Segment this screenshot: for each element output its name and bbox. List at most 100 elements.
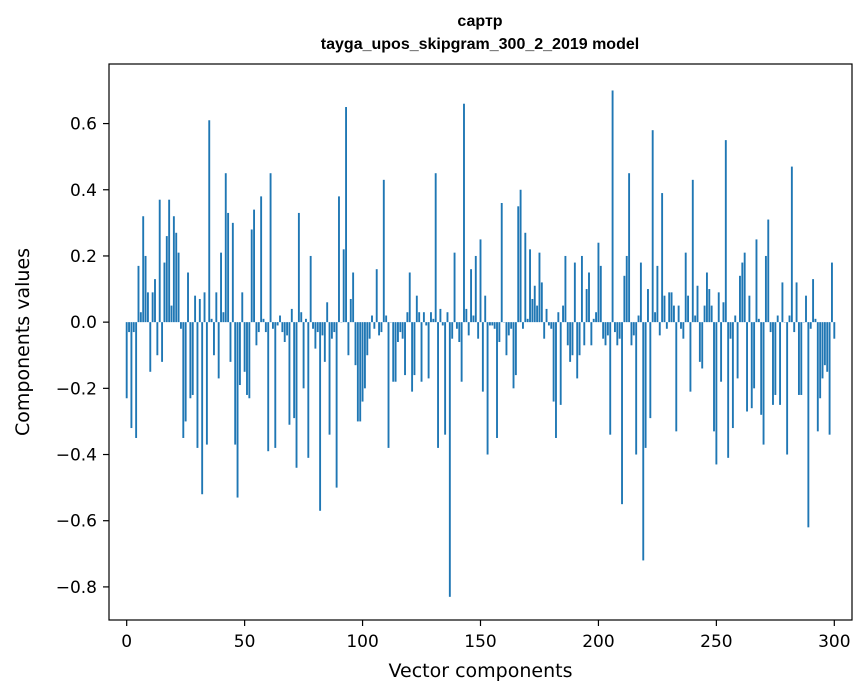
bar — [762, 322, 765, 445]
bar — [146, 292, 149, 323]
bar — [720, 322, 723, 382]
bar — [769, 322, 772, 333]
bar — [319, 322, 322, 511]
bar — [375, 269, 378, 323]
bar — [286, 322, 289, 336]
bar — [177, 252, 180, 323]
bar — [182, 322, 185, 438]
bar — [672, 305, 675, 323]
bar — [616, 322, 619, 346]
y-tick-label: 0.0 — [70, 313, 97, 333]
bar — [644, 322, 647, 448]
bar — [597, 242, 600, 323]
bar — [446, 312, 449, 323]
bar — [203, 292, 206, 323]
bar — [805, 295, 807, 323]
bar — [238, 322, 241, 386]
x-tick-label: 150 — [464, 632, 496, 652]
bar — [455, 322, 458, 329]
bar — [807, 322, 810, 528]
bar — [580, 255, 583, 323]
bar — [630, 322, 633, 346]
bar — [757, 318, 760, 323]
bar — [809, 322, 812, 329]
y-tick-label: 0.6 — [70, 115, 97, 135]
bar — [675, 322, 678, 432]
bar — [463, 103, 465, 323]
bar — [571, 322, 574, 356]
bar — [387, 322, 390, 448]
bar — [531, 298, 534, 323]
bar — [297, 212, 300, 323]
bar — [425, 322, 428, 326]
bar — [342, 249, 345, 323]
bar — [302, 322, 305, 389]
bar — [215, 292, 218, 323]
bar — [217, 322, 220, 379]
bar — [345, 107, 347, 323]
bar — [130, 322, 133, 429]
bar — [701, 322, 704, 369]
bar — [354, 322, 357, 366]
bar — [734, 315, 737, 323]
bar — [599, 265, 602, 323]
bar — [510, 322, 513, 329]
bar — [767, 219, 770, 323]
bar — [335, 322, 338, 488]
bar — [543, 322, 546, 339]
bar — [819, 322, 822, 399]
chart-title-line-1: сартр — [457, 13, 503, 30]
bar — [590, 322, 593, 346]
bar — [550, 322, 553, 329]
bar — [764, 255, 767, 323]
bar — [144, 255, 147, 323]
bar — [359, 322, 362, 422]
bar — [408, 272, 411, 323]
bar — [394, 322, 397, 382]
bar — [677, 305, 680, 323]
x-tick-label: 100 — [346, 632, 378, 652]
bar — [187, 272, 189, 323]
bar — [722, 302, 725, 323]
bar — [708, 289, 711, 323]
bar — [420, 322, 423, 382]
bar — [746, 322, 748, 412]
bar — [649, 322, 652, 419]
bar — [309, 255, 312, 323]
bar — [427, 322, 430, 379]
bar — [328, 322, 331, 435]
bar — [385, 315, 388, 323]
bar — [781, 282, 784, 323]
bar — [658, 322, 661, 336]
bar — [227, 212, 230, 323]
bar — [163, 262, 166, 323]
bar — [432, 318, 435, 323]
bar — [368, 322, 371, 339]
bar — [135, 322, 138, 438]
bar — [559, 322, 562, 405]
bar — [656, 265, 659, 323]
bar — [573, 262, 576, 323]
bar — [156, 322, 159, 356]
bar — [229, 322, 232, 362]
bar — [694, 315, 697, 323]
bar — [474, 255, 477, 323]
bar — [165, 236, 168, 323]
bar — [453, 252, 456, 323]
bar — [604, 322, 607, 346]
bar — [406, 312, 409, 323]
bar — [137, 265, 140, 323]
bar — [555, 322, 557, 438]
bar — [689, 322, 692, 392]
bar — [349, 298, 352, 323]
bar — [382, 179, 385, 323]
bar — [158, 199, 161, 323]
bar — [743, 252, 746, 323]
bar — [397, 322, 399, 342]
bar — [371, 315, 373, 323]
bar — [774, 322, 777, 395]
bar — [654, 312, 656, 323]
bar — [231, 222, 234, 323]
bar — [451, 322, 454, 339]
chart-title-line-2: tayga_upos_skipgram_300_2_2019 model — [320, 36, 640, 53]
